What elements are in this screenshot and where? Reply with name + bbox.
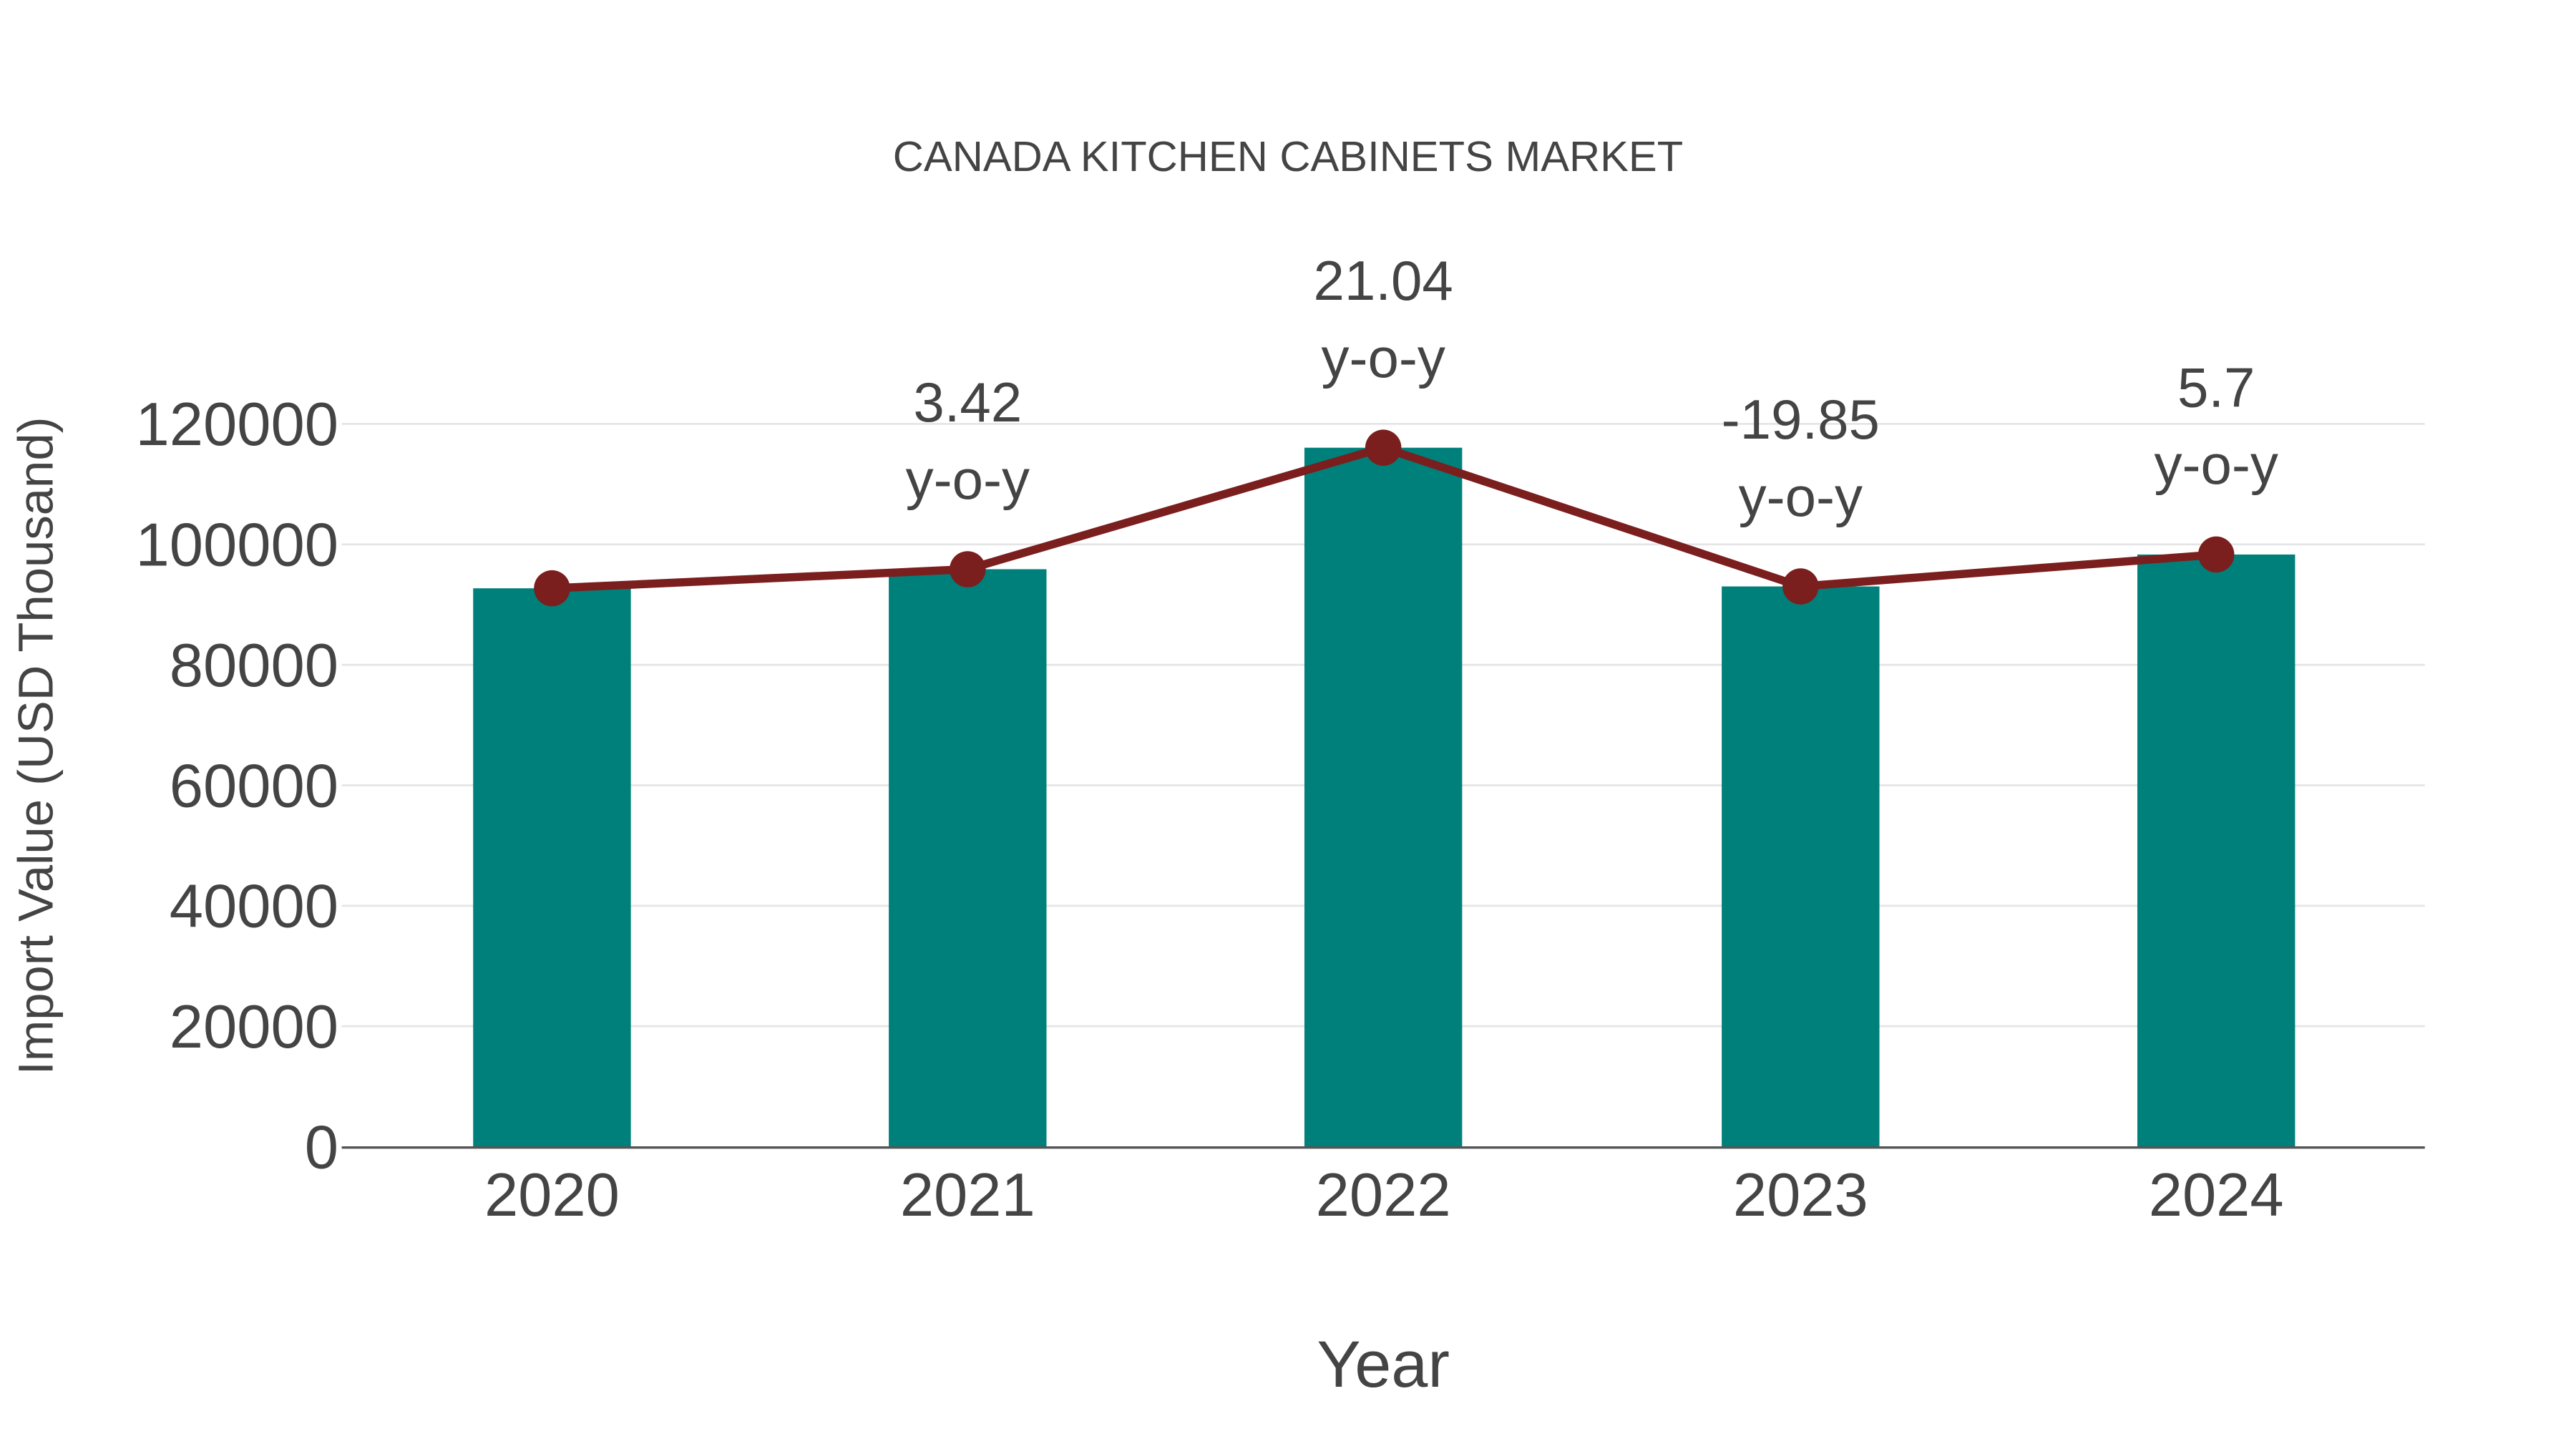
yoy-suffix: y-o-y (2154, 433, 2278, 496)
trend-marker (534, 570, 570, 607)
bar-2024 (2137, 554, 2296, 1147)
bar-2020 (473, 588, 631, 1147)
yoy-annotations: 3.42 y-o-y 21.04 y-o-y -19.85 y-o-y 5.7 y-o-y (906, 249, 2278, 528)
x-tick-label: 2024 (2149, 1161, 2284, 1229)
yoy-suffix: y-o-y (1321, 326, 1445, 389)
chart-title: CANADA KITCHEN CABINETS MARKET (893, 132, 1683, 180)
trend-marker (950, 551, 986, 587)
x-axis-label: Year (1317, 1328, 1450, 1401)
x-tick-label: 2022 (1316, 1161, 1451, 1229)
x-tick-label: 2020 (484, 1161, 620, 1229)
y-tick-label: 100000 (136, 511, 338, 579)
y-axis-ticks: 0 20000 40000 60000 80000 100000 120000 (136, 390, 338, 1181)
yoy-value: 3.42 (913, 371, 1022, 434)
yoy-value: 21.04 (1314, 249, 1453, 312)
yoy-value: 5.7 (2177, 356, 2255, 419)
y-tick-label: 40000 (170, 872, 338, 940)
bar-series (473, 447, 2296, 1147)
x-tick-label: 2021 (900, 1161, 1035, 1229)
yoy-value: -19.85 (1722, 388, 1880, 451)
bar-2022 (1304, 447, 1463, 1147)
y-tick-label: 120000 (136, 390, 338, 458)
y-tick-label: 0 (305, 1113, 338, 1181)
trend-marker (1782, 568, 1819, 605)
yoy-suffix: y-o-y (1739, 465, 1863, 528)
y-tick-label: 60000 (170, 751, 338, 819)
bar-2023 (1722, 586, 1880, 1147)
y-tick-label: 20000 (170, 992, 338, 1060)
y-axis-label: Import Value (USD Thousand) (8, 416, 63, 1075)
y-tick-label: 80000 (170, 631, 338, 699)
x-tick-label: 2023 (1733, 1161, 1868, 1229)
yoy-suffix: y-o-y (906, 448, 1030, 511)
trend-marker (1365, 429, 1402, 466)
bar-2021 (889, 569, 1047, 1147)
trend-marker (2197, 536, 2235, 573)
x-axis-ticks: 2020 2021 2022 2023 2024 (484, 1161, 2284, 1229)
trend-line-series (534, 429, 2235, 607)
